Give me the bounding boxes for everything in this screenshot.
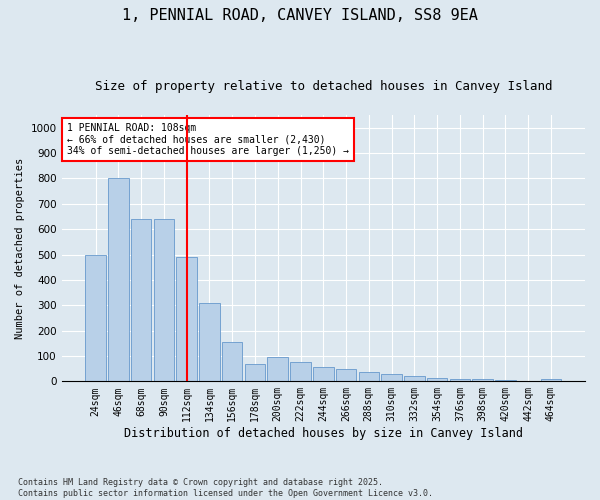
Y-axis label: Number of detached properties: Number of detached properties [15,158,25,339]
Title: Size of property relative to detached houses in Canvey Island: Size of property relative to detached ho… [95,80,552,93]
Bar [518,380,538,382]
Bar [85,254,106,382]
Bar [427,378,448,382]
Bar [382,374,402,382]
Bar [199,302,220,382]
Bar [222,342,242,382]
Bar [154,219,174,382]
X-axis label: Distribution of detached houses by size in Canvey Island: Distribution of detached houses by size … [124,427,523,440]
Bar [404,376,425,382]
Bar [313,368,334,382]
Bar [245,364,265,382]
Bar [449,379,470,382]
Bar [131,219,151,382]
Text: Contains HM Land Registry data © Crown copyright and database right 2025.
Contai: Contains HM Land Registry data © Crown c… [18,478,433,498]
Bar [268,357,288,382]
Text: 1, PENNIAL ROAD, CANVEY ISLAND, SS8 9EA: 1, PENNIAL ROAD, CANVEY ISLAND, SS8 9EA [122,8,478,22]
Bar [290,362,311,382]
Bar [359,372,379,382]
Bar [541,380,561,382]
Text: 1 PENNIAL ROAD: 108sqm
← 66% of detached houses are smaller (2,430)
34% of semi-: 1 PENNIAL ROAD: 108sqm ← 66% of detached… [67,123,349,156]
Bar [108,178,128,382]
Bar [176,257,197,382]
Bar [336,368,356,382]
Bar [495,380,515,382]
Bar [472,380,493,382]
